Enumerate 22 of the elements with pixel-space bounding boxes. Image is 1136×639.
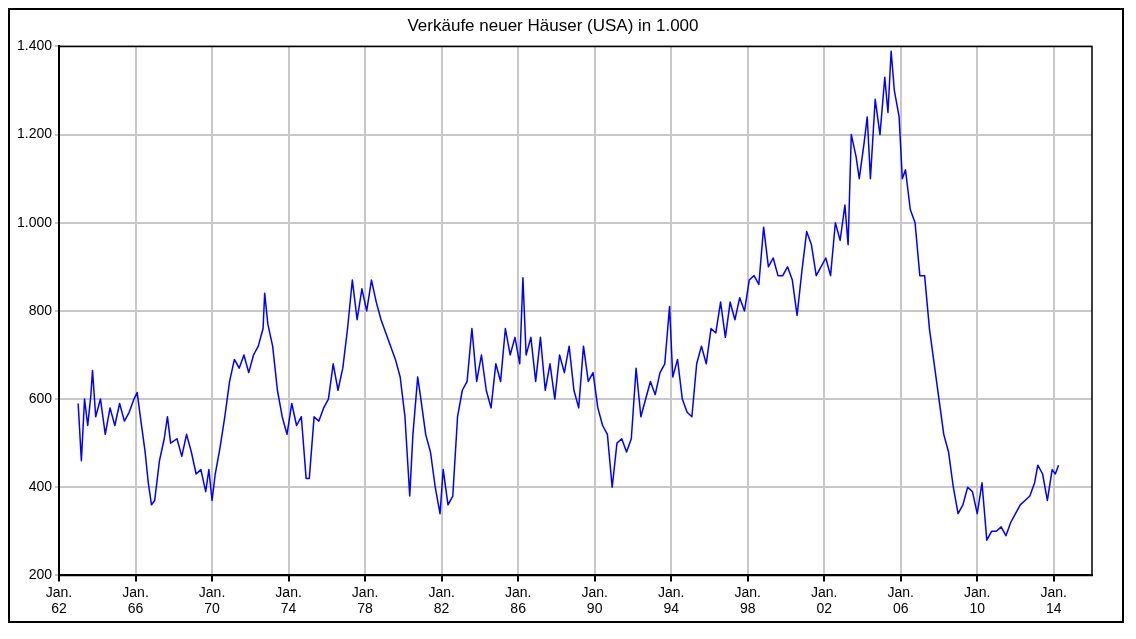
y-tick-label: 200 bbox=[28, 566, 53, 583]
x-tick-label: Jan. 70 bbox=[198, 583, 226, 617]
y-tick-label: 1.000 bbox=[16, 213, 53, 230]
y-tick-label: 1.400 bbox=[16, 37, 53, 54]
x-tick-label: Jan. 82 bbox=[428, 583, 455, 617]
x-tick-label: Jan. 62 bbox=[45, 583, 73, 617]
y-tick-label: 1.200 bbox=[16, 125, 53, 142]
x-tick-label: Jan. 06 bbox=[887, 583, 914, 617]
chart-title: Verkäufe neuer Häuser (USA) in 1.000 bbox=[407, 15, 699, 35]
x-tick-label: Jan. 86 bbox=[504, 583, 532, 617]
y-tick-label: 800 bbox=[28, 301, 53, 318]
y-tick-label: 400 bbox=[28, 478, 53, 495]
x-tick-label: Jan. 90 bbox=[581, 583, 608, 617]
x-tick-label: Jan. 78 bbox=[351, 583, 379, 617]
x-tick-label: Jan. 14 bbox=[1040, 583, 1067, 617]
x-tick-label: Jan. 02 bbox=[810, 583, 838, 617]
x-tick-label: Jan. 98 bbox=[734, 583, 761, 617]
y-tick-label: 600 bbox=[28, 389, 53, 406]
x-tick-label: Jan. 10 bbox=[963, 583, 991, 617]
x-tick-label: Jan. 74 bbox=[275, 583, 302, 617]
x-tick-label: Jan. 66 bbox=[122, 583, 149, 617]
x-tick-label: Jan. 94 bbox=[657, 583, 685, 617]
